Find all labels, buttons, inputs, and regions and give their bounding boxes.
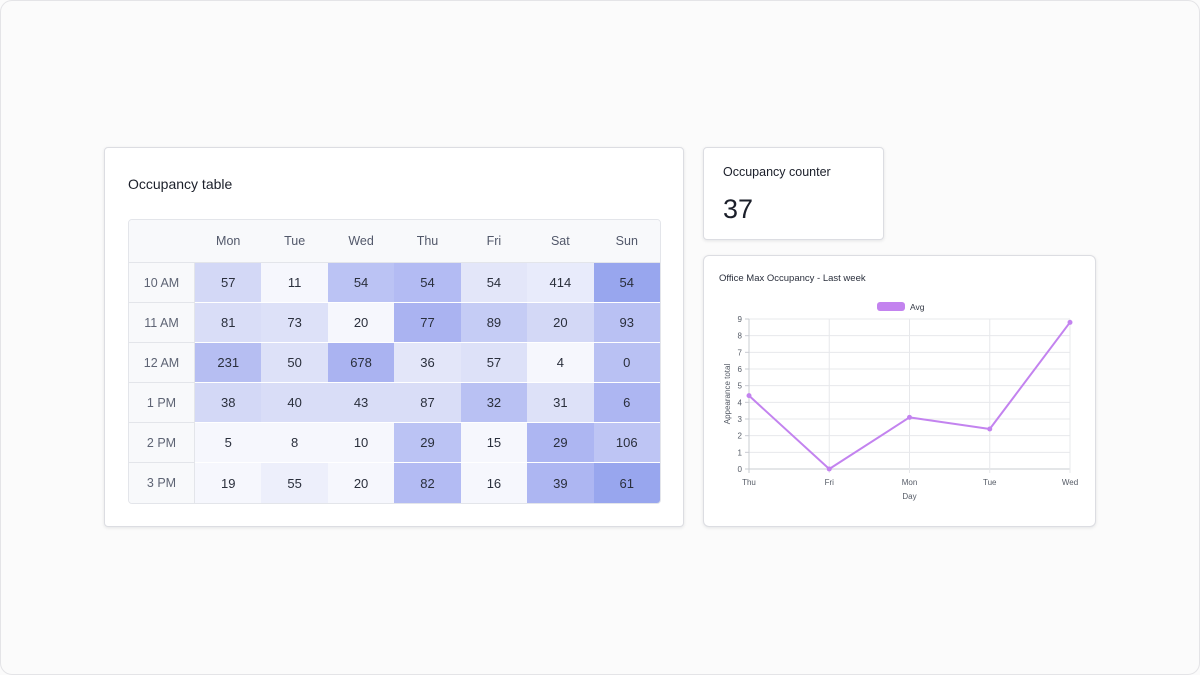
occupancy-cell: 6 [593, 383, 660, 423]
occupancy-cell: 11 [261, 263, 328, 303]
x-axis-label: Day [902, 492, 916, 501]
occupancy-cell: 31 [527, 383, 594, 423]
occupancy-table-title: Occupancy table [128, 176, 233, 192]
data-point [1067, 319, 1073, 325]
occupancy-cell: 39 [527, 463, 594, 503]
column-header-mon: Mon [195, 220, 262, 263]
occupancy-cell: 106 [593, 423, 660, 463]
occupancy-counter-card: Occupancy counter 37 [703, 147, 884, 240]
y-tick-label: 2 [738, 432, 743, 441]
occupancy-cell: 0 [593, 343, 660, 383]
row-header-time: 3 PM [129, 463, 195, 503]
occupancy-cell: 5 [195, 423, 262, 463]
occupancy-cell: 36 [394, 343, 461, 383]
occupancy-cell: 414 [527, 263, 594, 303]
y-tick-label: 9 [738, 315, 743, 324]
y-tick-label: 4 [738, 398, 743, 407]
column-header-tue: Tue [261, 220, 328, 263]
occupancy-cell: 89 [460, 303, 528, 343]
x-tick-label: Thu [742, 478, 756, 487]
y-tick-label: 6 [738, 365, 743, 374]
occupancy-cell: 87 [394, 383, 461, 423]
occupancy-cell: 40 [261, 383, 328, 423]
data-point [826, 466, 832, 472]
occupancy-chart-card: Office Max Occupancy - Last week 0 1 2 3 4 5 6… [703, 255, 1096, 527]
chart-title: Office Max Occupancy - Last week [719, 273, 866, 284]
occupancy-counter-title: Occupancy counter [723, 165, 831, 179]
occupancy-cell: 77 [394, 303, 461, 343]
occupancy-cell: 54 [327, 263, 395, 303]
occupancy-cell: 54 [394, 263, 461, 303]
occupancy-cell: 29 [394, 423, 461, 463]
column-header-fri: Fri [460, 220, 528, 263]
y-axis-label: Appearance total [723, 364, 732, 425]
occupancy-heatmap-table: Mon Tue Wed Thu Fri Sat Sun 10 AM 57 11 54 54 54 414 5… [128, 219, 661, 504]
row-header-time: 11 AM [129, 303, 195, 343]
occupancy-cell: 81 [195, 303, 262, 343]
occupancy-cell: 43 [327, 383, 395, 423]
occupancy-cell: 55 [261, 463, 328, 503]
y-tick-label: 1 [738, 448, 743, 457]
occupancy-cell: 29 [527, 423, 594, 463]
occupancy-cell: 50 [261, 343, 328, 383]
row-header-time: 1 PM [129, 383, 195, 423]
table-corner-cell [129, 220, 195, 263]
occupancy-cell: 8 [261, 423, 328, 463]
occupancy-cell: 32 [460, 383, 528, 423]
data-point [746, 393, 752, 399]
x-tick-label: Tue [983, 478, 997, 487]
occupancy-cell: 38 [195, 383, 262, 423]
occupancy-cell: 20 [327, 303, 395, 343]
occupancy-cell: 93 [593, 303, 660, 343]
occupancy-counter-value: 37 [723, 194, 754, 224]
row-header-time: 10 AM [129, 263, 195, 303]
occupancy-cell: 54 [593, 263, 660, 303]
legend-swatch [877, 302, 905, 311]
occupancy-cell: 4 [527, 343, 594, 383]
column-header-sun: Sun [593, 220, 660, 263]
occupancy-cell: 57 [195, 263, 262, 303]
legend-label: Avg [910, 302, 925, 312]
y-tick-label: 0 [738, 465, 743, 474]
occupancy-cell: 16 [460, 463, 528, 503]
y-tick-label: 8 [738, 332, 743, 341]
occupancy-cell: 73 [261, 303, 328, 343]
occupancy-cell: 54 [460, 263, 528, 303]
x-tick-label: Wed [1062, 478, 1078, 487]
row-header-time: 12 AM [129, 343, 195, 383]
column-header-wed: Wed [327, 220, 395, 263]
occupancy-cell: 678 [327, 343, 395, 383]
x-tick-label: Mon [902, 478, 918, 487]
y-tick-label: 7 [738, 348, 743, 357]
column-header-thu: Thu [394, 220, 461, 263]
occupancy-cell: 61 [593, 463, 660, 503]
occupancy-table-card: Occupancy table Mon Tue Wed Thu Fri Sat Sun 10 … [104, 147, 684, 527]
data-point [907, 414, 912, 420]
occupancy-line-chart: 0 1 2 3 4 5 6 7 8 9 Thu Fri Mon Tue Wed Day Appearance t… [723, 302, 1078, 501]
occupancy-cell: 20 [327, 463, 395, 503]
column-header-sat: Sat [527, 220, 594, 263]
occupancy-cell: 19 [195, 463, 262, 503]
occupancy-cell: 82 [394, 463, 461, 503]
occupancy-cell: 10 [327, 423, 395, 463]
occupancy-cell: 231 [195, 343, 262, 383]
occupancy-cell: 15 [460, 423, 528, 463]
x-tick-label: Fri [825, 478, 835, 487]
y-tick-label: 5 [738, 382, 743, 391]
y-tick-label: 3 [738, 415, 743, 424]
occupancy-cell: 57 [460, 343, 528, 383]
row-header-time: 2 PM [129, 423, 195, 463]
occupancy-cell: 20 [527, 303, 594, 343]
data-point [987, 426, 993, 432]
